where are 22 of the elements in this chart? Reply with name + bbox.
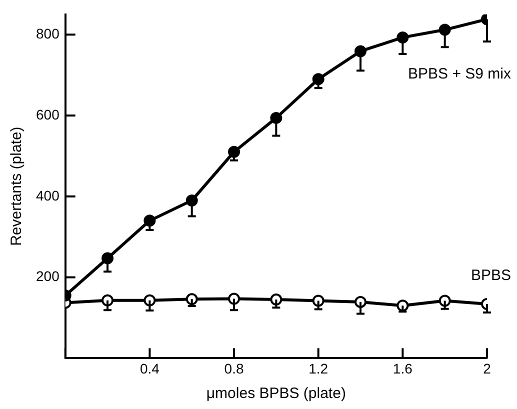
point [270,112,282,124]
x-tick-label: 2 [483,360,492,376]
y-tick-label: 400 [36,187,60,204]
point [144,214,156,227]
y-axis-title: Revertants (plate) [8,126,26,246]
series-label: BPBS + S9 mix [408,65,512,82]
x-tick-label: 0.4 [140,360,160,376]
y-tick-label: 600 [36,106,60,122]
y-tick-label: 200 [36,268,60,284]
point [354,45,367,58]
series-label: BPBS [470,267,511,284]
x-tick-label: 1.6 [392,360,413,376]
point [396,31,409,44]
point [186,194,198,206]
x-axis-title: μmoles BPBS (plate) [206,385,346,402]
point [312,73,324,86]
y-tick-label: 800 [36,25,60,42]
x-tick-label: 1.2 [308,360,328,376]
point [228,146,240,158]
x-tick-label: 0.8 [224,360,244,376]
point [438,24,451,36]
point [102,252,114,264]
